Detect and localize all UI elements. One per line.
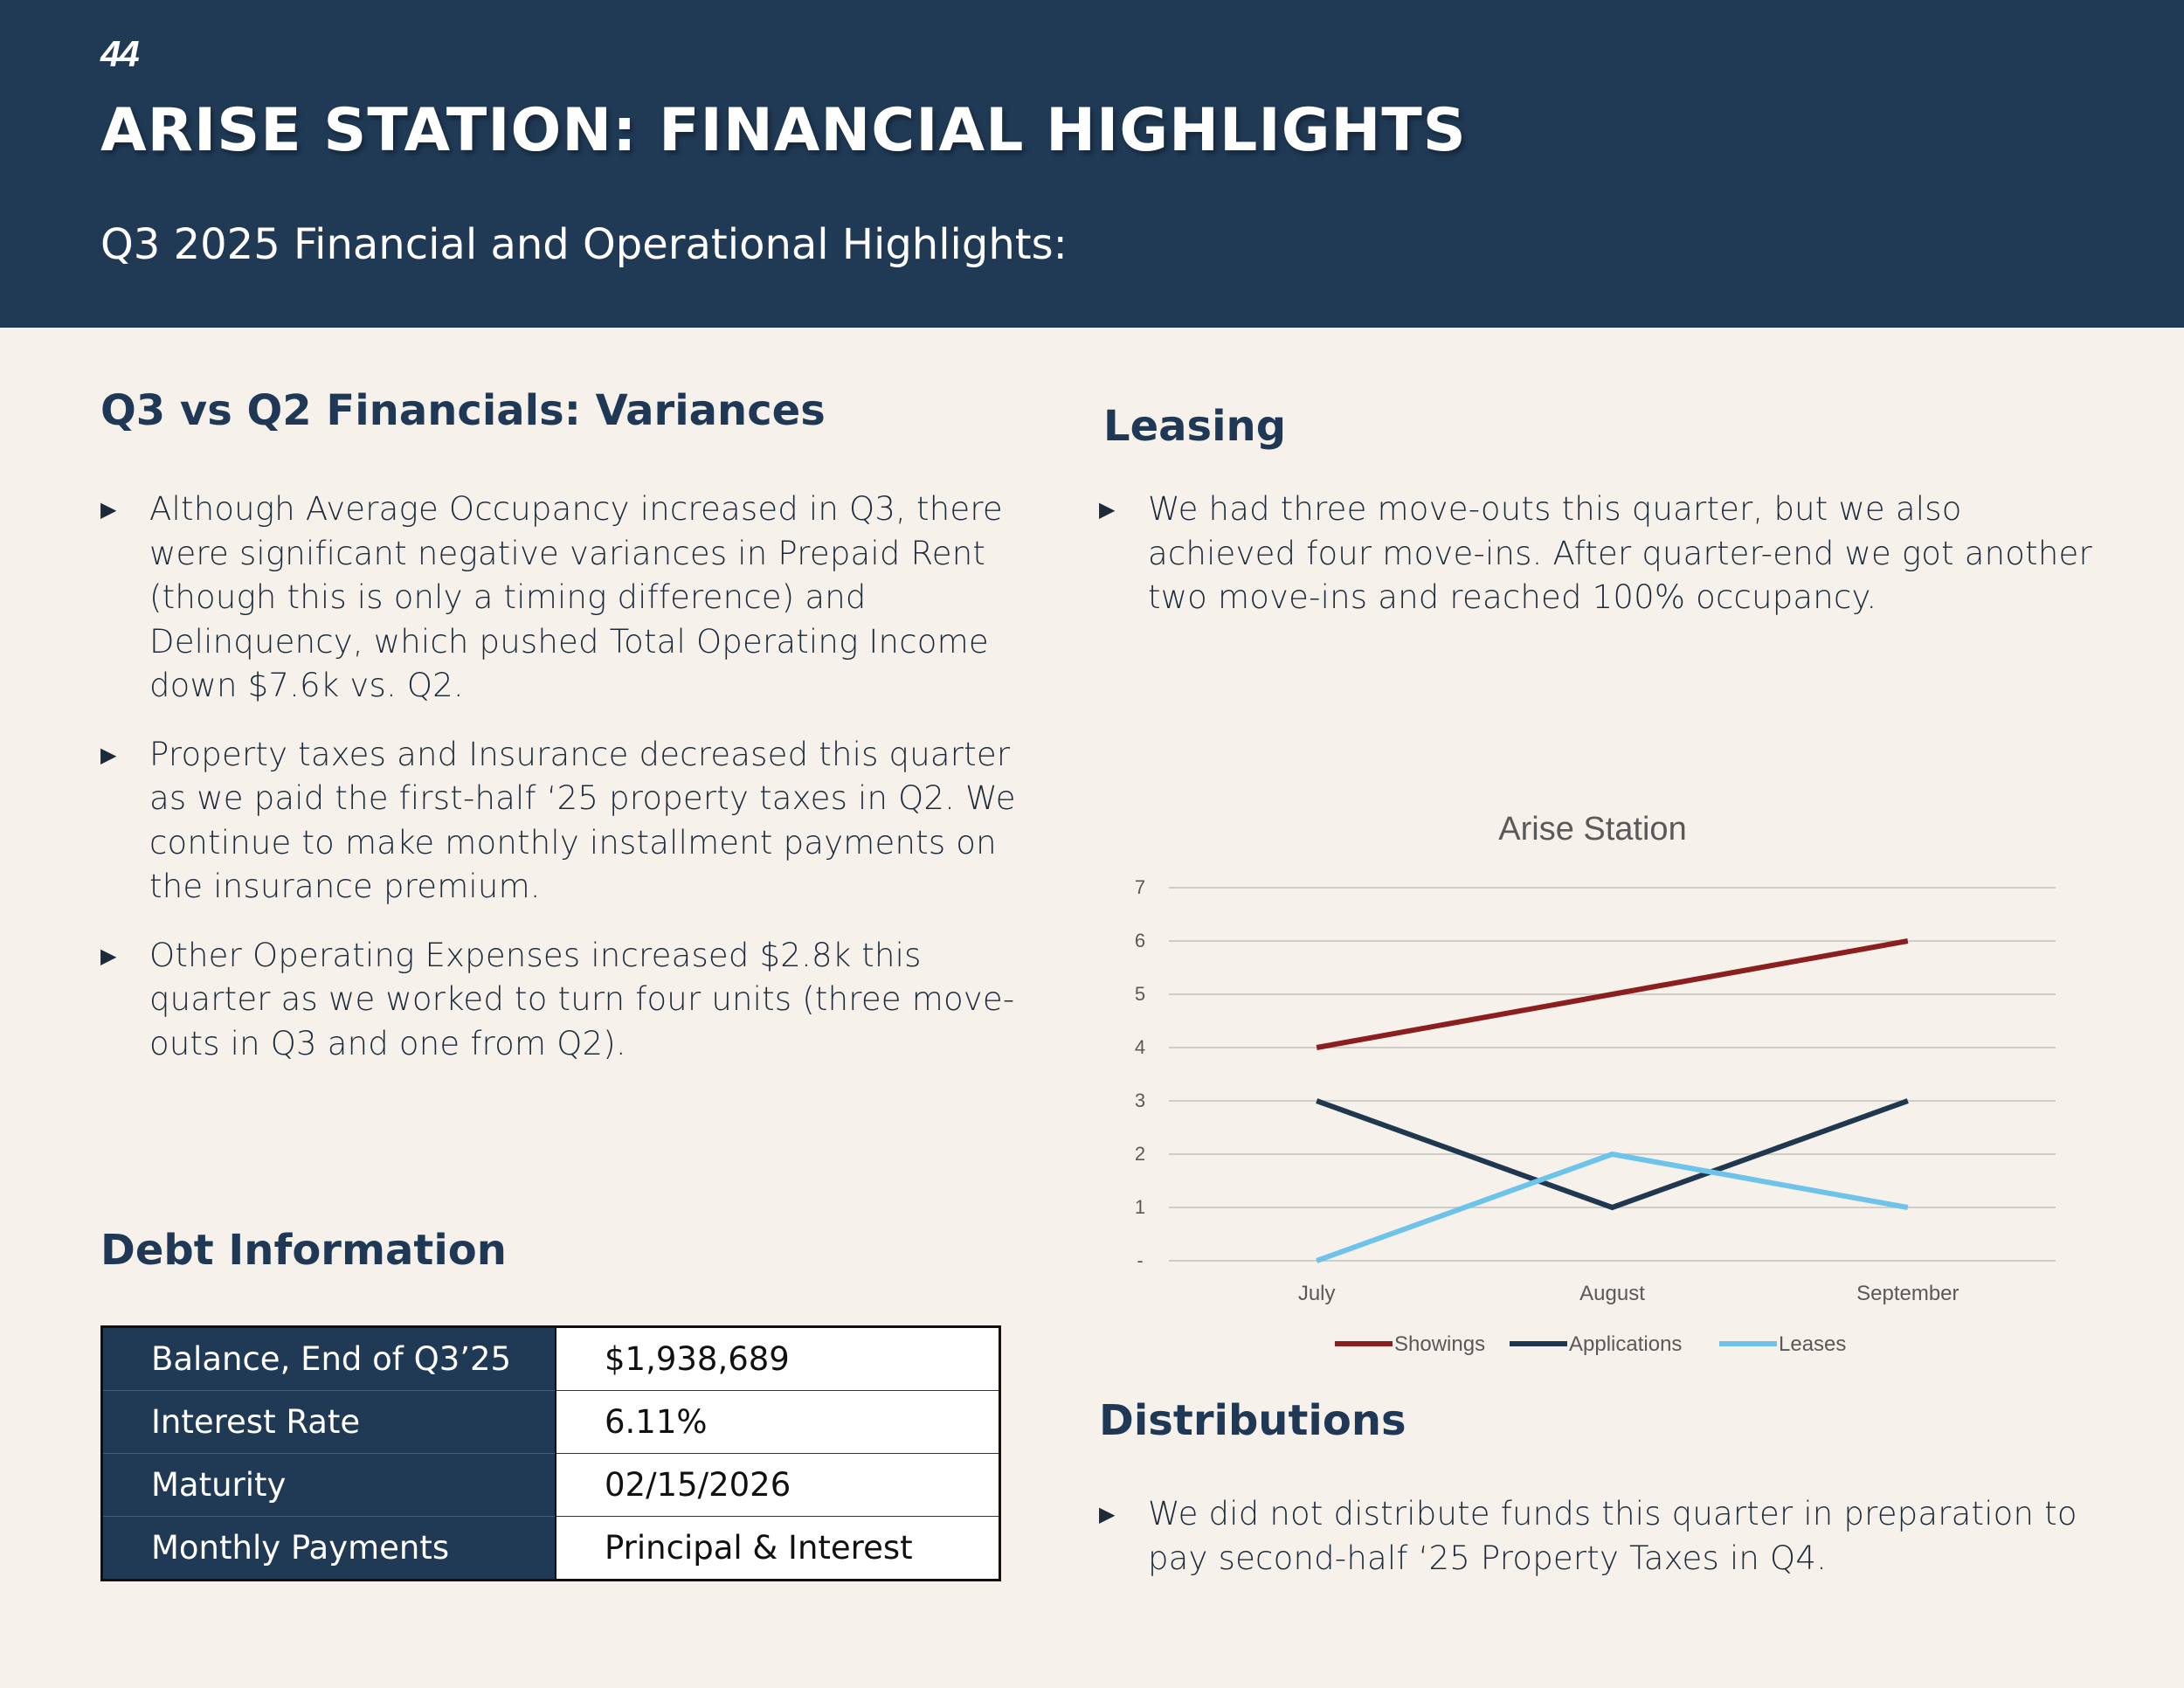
x-axis: July August September: [1298, 1282, 1959, 1305]
table-row: Balance, End of Q3’25 $1,938,689: [101, 1326, 1000, 1391]
x-tick-label: September: [1856, 1282, 1959, 1305]
series-line-applications: [1316, 1098, 1909, 1211]
debt-value: Principal & Interest: [556, 1516, 1000, 1581]
y-tick-label: 6: [1135, 930, 1145, 951]
series-line-leases: [1316, 1151, 1909, 1263]
page-number: 44: [100, 33, 140, 74]
page-subtitle: Q3 2025 Financial and Operational Highli…: [100, 220, 1068, 269]
legend-label: Leases: [1779, 1332, 1846, 1356]
legend-label: Showings: [1394, 1332, 1485, 1356]
chart-title: Arise Station: [1498, 811, 1686, 847]
variances-heading: Q3 vs Q2 Financials: Variances: [100, 386, 826, 435]
debt-label: Maturity: [101, 1453, 556, 1517]
chart-legend: Showings Applications Leases: [1335, 1332, 1846, 1356]
debt-value: 02/15/2026: [556, 1453, 1000, 1517]
table-row: Interest Rate 6.11%: [101, 1390, 1000, 1454]
debt-value: $1,938,689: [556, 1326, 1000, 1391]
debt-label: Balance, End of Q3’25: [101, 1326, 556, 1391]
y-tick-label: 1: [1135, 1196, 1145, 1218]
list-item: ▶ Other Operating Expenses increased $2.8…: [100, 934, 1035, 1067]
y-tick-label: -: [1137, 1249, 1143, 1271]
leasing-list: ▶ We had three move-outs this quarter, bu…: [1099, 488, 2112, 620]
variances-list: ▶ Although Average Occupancy increased in…: [100, 488, 1035, 1090]
bullet-text: Although Average Occupancy increased in …: [149, 490, 1003, 704]
leasing-heading: Leasing: [1103, 402, 1287, 451]
bullet-text: We had three move-outs this quarter, but…: [1148, 490, 2092, 616]
header-banner: 44 ARISE STATION: FINANCIAL HIGHLIGHTS Q…: [0, 0, 2184, 328]
bullet-marker-icon: ▶: [1099, 497, 1116, 522]
bullet-text: Other Operating Expenses increased $2.8k…: [149, 936, 1015, 1062]
debt-value: 6.11%: [556, 1390, 1000, 1454]
debt-table: Balance, End of Q3’25 $1,938,689 Interes…: [100, 1325, 1001, 1581]
bullet-marker-icon: ▶: [100, 497, 117, 522]
table-row: Maturity 02/15/2026: [101, 1453, 1000, 1517]
bullet-text: We did not distribute funds this quarter…: [1148, 1495, 2077, 1577]
bullet-marker-icon: ▶: [100, 943, 117, 968]
y-tick-label: 4: [1135, 1036, 1145, 1058]
y-tick-label: 3: [1135, 1090, 1145, 1111]
debt-heading: Debt Information: [100, 1226, 507, 1275]
table-row: Monthly Payments Principal & Interest: [101, 1516, 1000, 1581]
list-item: ▶ Although Average Occupancy increased in…: [100, 488, 1035, 709]
bullet-marker-icon: ▶: [1099, 1502, 1116, 1526]
chart-series: [1316, 938, 1909, 1263]
debt-label: Monthly Payments: [101, 1516, 556, 1581]
series-line-showings: [1316, 938, 1909, 1050]
page-title: ARISE STATION: FINANCIAL HIGHLIGHTS: [100, 96, 1467, 165]
y-tick-label: 5: [1135, 983, 1145, 1005]
list-item: ▶ We had three move-outs this quarter, bu…: [1099, 488, 2112, 620]
distributions-heading: Distributions: [1099, 1396, 1406, 1445]
bullet-marker-icon: ▶: [100, 742, 117, 767]
list-item: ▶ Property taxes and Insurance decreased …: [100, 733, 1035, 910]
line-chart: Arise Station - 1 2 3 4 5 6 7 July August Septemb…: [1135, 811, 2056, 1356]
y-tick-label: 2: [1135, 1143, 1145, 1165]
list-item: ▶ We did not distribute funds this quarte…: [1099, 1492, 2112, 1581]
leasing-chart: Arise Station - 1 2 3 4 5 6 7 July August Septemb…: [1096, 793, 2092, 1370]
y-tick-label: 7: [1135, 876, 1145, 898]
y-axis: - 1 2 3 4 5 6 7: [1135, 876, 1145, 1271]
debt-label: Interest Rate: [101, 1390, 556, 1454]
x-tick-label: August: [1579, 1282, 1645, 1305]
distributions-list: ▶ We did not distribute funds this quarte…: [1099, 1492, 2112, 1581]
legend-label: Applications: [1569, 1332, 1682, 1356]
x-tick-label: July: [1298, 1282, 1336, 1305]
bullet-text: Property taxes and Insurance decreased t…: [149, 735, 1016, 906]
